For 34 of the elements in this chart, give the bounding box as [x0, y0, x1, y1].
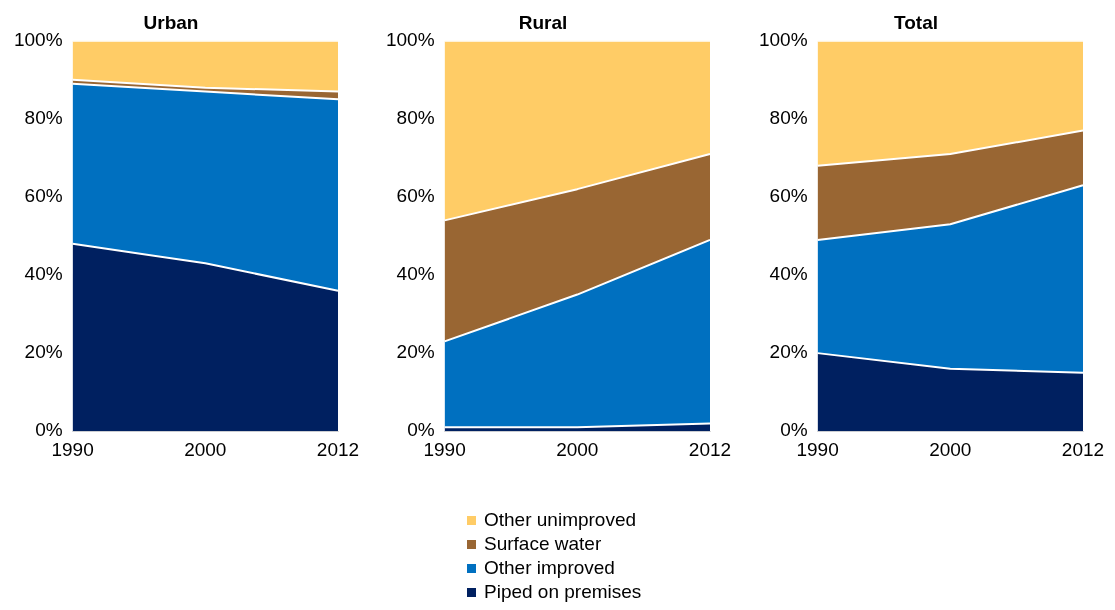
x-tick-label: 1990	[51, 438, 94, 460]
y-tick-label: 100%	[385, 29, 435, 51]
y-tick-label: 100%	[13, 29, 63, 51]
legend-label: Surface water	[484, 532, 602, 556]
chart-title: Rural	[518, 11, 568, 33]
y-tick-label: 0%	[780, 419, 808, 441]
legend-label: Piped on premises	[484, 580, 642, 604]
chart-title: Total	[894, 11, 938, 33]
y-tick-label: 20%	[24, 341, 63, 363]
x-tick-label: 1990	[796, 438, 839, 460]
y-tick-label: 40%	[24, 263, 63, 285]
y-tick-label: 40%	[396, 263, 435, 285]
chart-title: Urban	[143, 11, 199, 33]
y-tick-label: 80%	[24, 107, 63, 129]
y-tick-label: 20%	[769, 341, 808, 363]
y-tick-label: 0%	[407, 419, 435, 441]
x-tick-label: 2012	[1061, 438, 1105, 460]
y-tick-label: 0%	[35, 419, 63, 441]
x-tick-label: 2000	[929, 438, 972, 460]
y-tick-label: 60%	[24, 185, 63, 207]
legend-label: Other unimproved	[484, 508, 637, 532]
x-tick-label: 2012	[316, 438, 360, 460]
y-tick-label: 80%	[396, 107, 435, 129]
x-tick-label: 2000	[184, 438, 227, 460]
y-tick-label: 100%	[758, 29, 808, 51]
legend-label: Other improved	[484, 556, 615, 580]
y-tick-label: 80%	[769, 107, 808, 129]
y-tick-label: 60%	[396, 185, 435, 207]
x-tick-label: 2012	[688, 438, 732, 460]
y-tick-label: 40%	[769, 263, 808, 285]
y-tick-label: 60%	[769, 185, 808, 207]
x-tick-label: 2000	[556, 438, 599, 460]
y-tick-label: 20%	[396, 341, 435, 363]
x-tick-label: 1990	[423, 438, 466, 460]
